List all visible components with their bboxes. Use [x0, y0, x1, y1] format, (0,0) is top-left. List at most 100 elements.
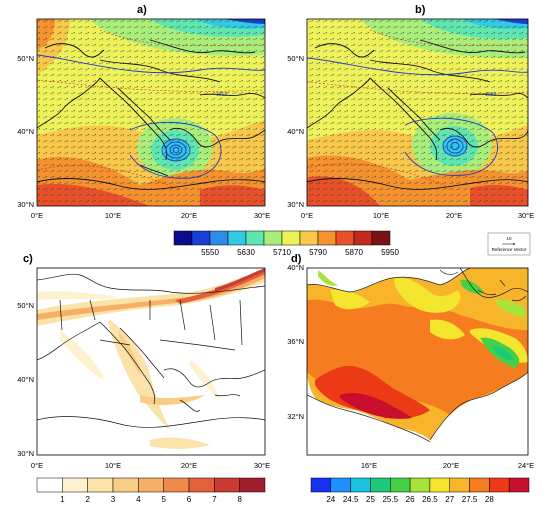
- colorbar-swatch: [508, 477, 530, 493]
- colorbar-swatch: [209, 230, 229, 246]
- svg-text:50°N: 50°N: [17, 54, 34, 63]
- panel-d-y-ticks: 40°N 36°N 32°N: [287, 263, 304, 421]
- colorbar-swatch: [489, 477, 510, 493]
- svg-text:20°E: 20°E: [181, 461, 197, 470]
- colorbar-swatch: [36, 477, 63, 493]
- colorbar-swatch: [163, 477, 190, 493]
- colorbar-swatch: [335, 230, 355, 246]
- colorbar-swatch: [87, 477, 114, 493]
- panel-d-map: [307, 268, 528, 455]
- colorbar-tick-label: 5550: [201, 248, 219, 257]
- colorbar-swatch: [317, 230, 337, 246]
- svg-text:0°E: 0°E: [31, 211, 43, 220]
- panel-c-label: c): [23, 253, 33, 265]
- colorbar-swatch: [263, 230, 283, 246]
- precipitation-colorbar: 1 2 3 4 5 6 7 8: [36, 477, 266, 504]
- colorbar-swatch: [173, 230, 193, 246]
- svg-text:16°E: 16°E: [361, 461, 377, 470]
- colorbar-swatch: [214, 477, 240, 493]
- colorbar-tick-label: 5: [161, 495, 166, 504]
- colorbar-swatch: [370, 477, 391, 493]
- reference-vector: 10 Reference Vector: [487, 232, 531, 256]
- colorbar-swatch: [281, 230, 301, 246]
- colorbar-swatch: [330, 477, 351, 493]
- svg-text:40°N: 40°N: [17, 127, 34, 136]
- panel-d-x-ticks: 16°E 20°E 24°E: [361, 461, 534, 470]
- colorbar-swatch: [409, 477, 431, 493]
- colorbar-swatch: [449, 477, 470, 493]
- colorbar-swatch: [239, 477, 266, 493]
- colorbar-swatch: [299, 230, 319, 246]
- colorbar-tick-label: 5790: [309, 248, 327, 257]
- svg-text:30°E: 30°E: [254, 461, 270, 470]
- svg-text:20°E: 20°E: [181, 211, 197, 220]
- panel-a-label: a): [137, 4, 147, 16]
- svg-text:10°E: 10°E: [105, 211, 121, 220]
- isobar-label: 1012: [485, 92, 496, 98]
- geopotential-colorbar: 5550 5630 5710 5790 5870 5950: [173, 230, 399, 257]
- colorbar-tick-label: 8: [237, 495, 242, 504]
- panel-b-map: 1012: [307, 19, 528, 206]
- panel-a: a): [17, 4, 270, 220]
- isobar-label: 1012: [216, 92, 227, 98]
- svg-text:36°N: 36°N: [287, 337, 304, 346]
- colorbar-swatch: [188, 477, 215, 493]
- colorbar-tick-label: 3: [111, 495, 116, 504]
- panel-d: d): [287, 253, 534, 470]
- svg-text:30°E: 30°E: [518, 211, 534, 220]
- colorbar-tick-label: 2: [85, 495, 90, 504]
- colorbar-tick-label: 26: [406, 495, 415, 504]
- panel-d-label: d): [291, 253, 302, 265]
- svg-text:20°E: 20°E: [443, 461, 459, 470]
- colorbar-tick-label: 25: [366, 495, 375, 504]
- svg-text:30°N: 30°N: [287, 200, 304, 209]
- colorbar-swatch: [353, 230, 373, 246]
- colorbar-swatch: [310, 477, 332, 493]
- svg-text:20°E: 20°E: [446, 211, 462, 220]
- svg-text:30°E: 30°E: [254, 211, 270, 220]
- colorbar-tick-label: 28: [485, 495, 494, 504]
- panel-c: c): [17, 253, 270, 470]
- colorbar-tick-label: 24: [326, 495, 335, 504]
- colorbar-tick-label: 1: [60, 495, 65, 504]
- svg-text:40°N: 40°N: [287, 263, 304, 272]
- svg-text:10°E: 10°E: [373, 211, 389, 220]
- svg-text:24°E: 24°E: [518, 461, 534, 470]
- colorbar-swatch: [227, 230, 247, 246]
- panel-c-map: [37, 268, 265, 455]
- svg-text:50°N: 50°N: [287, 54, 304, 63]
- sst-colorbar: 24 24.5 25 25.5 26 26.5 27 27.5 28: [310, 477, 530, 504]
- svg-text:40°N: 40°N: [17, 375, 34, 384]
- colorbar-swatch: [371, 230, 391, 246]
- colorbar-swatch: [429, 477, 450, 493]
- svg-text:0°E: 0°E: [301, 211, 313, 220]
- panel-c-x-ticks: 0°E 10°E 20°E 30°E: [31, 461, 270, 470]
- panel-a-map: 1012: [37, 19, 265, 206]
- colorbar-tick-label: 7: [212, 495, 217, 504]
- colorbar-swatch: [112, 477, 139, 493]
- colorbar-swatch: [138, 477, 164, 493]
- reference-vector-value: 10: [506, 236, 512, 241]
- colorbar-tick-label: 27.5: [462, 495, 478, 504]
- colorbar-swatch: [62, 477, 88, 493]
- svg-text:30°N: 30°N: [17, 200, 34, 209]
- colorbar-tick-label: 5950: [381, 248, 399, 257]
- colorbar-tick-label: 27: [445, 495, 454, 504]
- colorbar-swatch: [191, 230, 211, 246]
- svg-text:0°E: 0°E: [31, 461, 43, 470]
- colorbar-tick-label: 4: [136, 495, 141, 504]
- colorbar-tick-label: 24.5: [343, 495, 359, 504]
- svg-text:50°N: 50°N: [17, 301, 34, 310]
- svg-text:10°E: 10°E: [105, 461, 121, 470]
- colorbar-tick-label: 5630: [237, 248, 255, 257]
- panel-b: b): [287, 4, 534, 220]
- colorbar-tick-label: 5870: [345, 248, 363, 257]
- panel-b-y-ticks: 50°N 40°N 30°N: [287, 54, 304, 209]
- svg-text:30°N: 30°N: [17, 449, 34, 458]
- panel-b-label: b): [415, 4, 426, 16]
- colorbar-swatch: [350, 477, 371, 493]
- reference-vector-label: Reference Vector: [492, 247, 527, 252]
- panel-a-x-ticks: 0°E 10°E 20°E 30°E: [31, 211, 270, 220]
- svg-text:40°N: 40°N: [287, 127, 304, 136]
